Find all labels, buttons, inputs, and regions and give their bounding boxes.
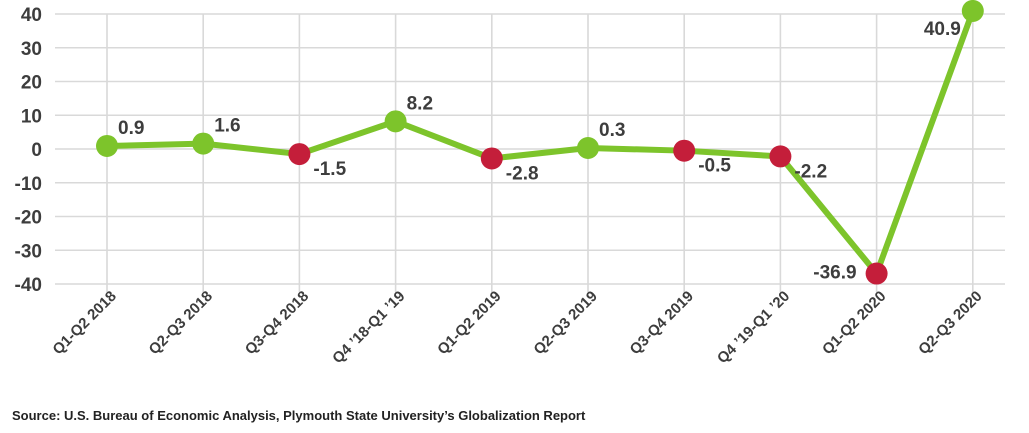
x-tick-label: Q3-Q4 2018 xyxy=(242,288,312,358)
y-tick-label: -20 xyxy=(15,208,42,229)
x-tick-label: Q3-Q4 2019 xyxy=(627,288,697,358)
x-axis-ticks: Q1-Q2 2018 Q2-Q3 2018 Q3-Q4 2018 Q4 ’18-Q1 … xyxy=(49,288,985,367)
data-point xyxy=(384,110,407,133)
data-label: 1.6 xyxy=(214,116,240,137)
data-point xyxy=(769,145,792,168)
x-tick-label: Q2-Q3 2018 xyxy=(146,288,216,358)
data-point xyxy=(961,0,984,22)
data-label: 0.3 xyxy=(599,120,625,141)
data-point xyxy=(673,139,696,162)
x-tick-label: Q2-Q3 2019 xyxy=(530,288,600,358)
x-tick-label: Q1-Q2 2019 xyxy=(434,288,504,358)
y-tick-label: -40 xyxy=(15,275,42,296)
data-point xyxy=(96,134,118,157)
y-tick-label: 0 xyxy=(31,140,42,161)
data-labels: 0.9 1.6 -1.5 8.2 -2.8 0.3 -0.5 -2.2 -36.9 40.9 xyxy=(118,19,961,284)
data-label: 40.9 xyxy=(924,19,961,40)
data-label: -2.8 xyxy=(506,163,539,184)
data-label: 8.2 xyxy=(407,93,433,114)
y-tick-label: 30 xyxy=(21,39,42,60)
series-line xyxy=(104,7,976,277)
data-label: -36.9 xyxy=(813,263,856,284)
data-points xyxy=(96,0,984,285)
data-label: -0.5 xyxy=(698,156,731,177)
y-axis-ticks: 40 30 20 10 0 -10 -20 -30 -40 xyxy=(15,5,42,296)
data-point xyxy=(480,147,503,170)
x-tick-label: Q1-Q2 2020 xyxy=(819,288,889,358)
x-tick-label: Q4 ’19-Q1 ’20 xyxy=(714,288,793,367)
x-tick-label: Q1-Q2 2018 xyxy=(49,288,119,358)
source-note: Source: U.S. Bureau of Economic Analysis… xyxy=(12,408,586,423)
y-tick-label: 10 xyxy=(21,106,42,127)
y-tick-label: 20 xyxy=(21,73,42,94)
y-tick-label: -10 xyxy=(15,174,42,195)
data-label: -2.2 xyxy=(794,161,827,182)
data-point xyxy=(577,136,599,159)
data-label: 0.9 xyxy=(118,118,144,139)
y-tick-label: -30 xyxy=(15,241,42,262)
series-line-layer xyxy=(104,7,976,277)
data-point xyxy=(288,143,311,166)
data-label: -1.5 xyxy=(313,159,346,180)
data-point xyxy=(865,262,888,285)
y-tick-label: 40 xyxy=(21,5,42,26)
x-tick-label: Q4 ’18-Q1 ’19 xyxy=(329,288,408,367)
x-tick-label: Q2-Q3 2020 xyxy=(915,288,985,358)
data-point xyxy=(192,132,215,155)
